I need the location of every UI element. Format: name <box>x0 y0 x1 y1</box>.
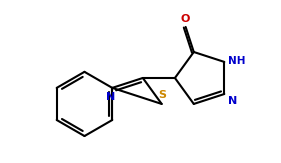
Text: S: S <box>158 90 166 100</box>
Text: N: N <box>106 92 116 102</box>
Text: N: N <box>228 96 237 106</box>
Text: NH: NH <box>228 56 245 66</box>
Text: O: O <box>181 14 190 24</box>
